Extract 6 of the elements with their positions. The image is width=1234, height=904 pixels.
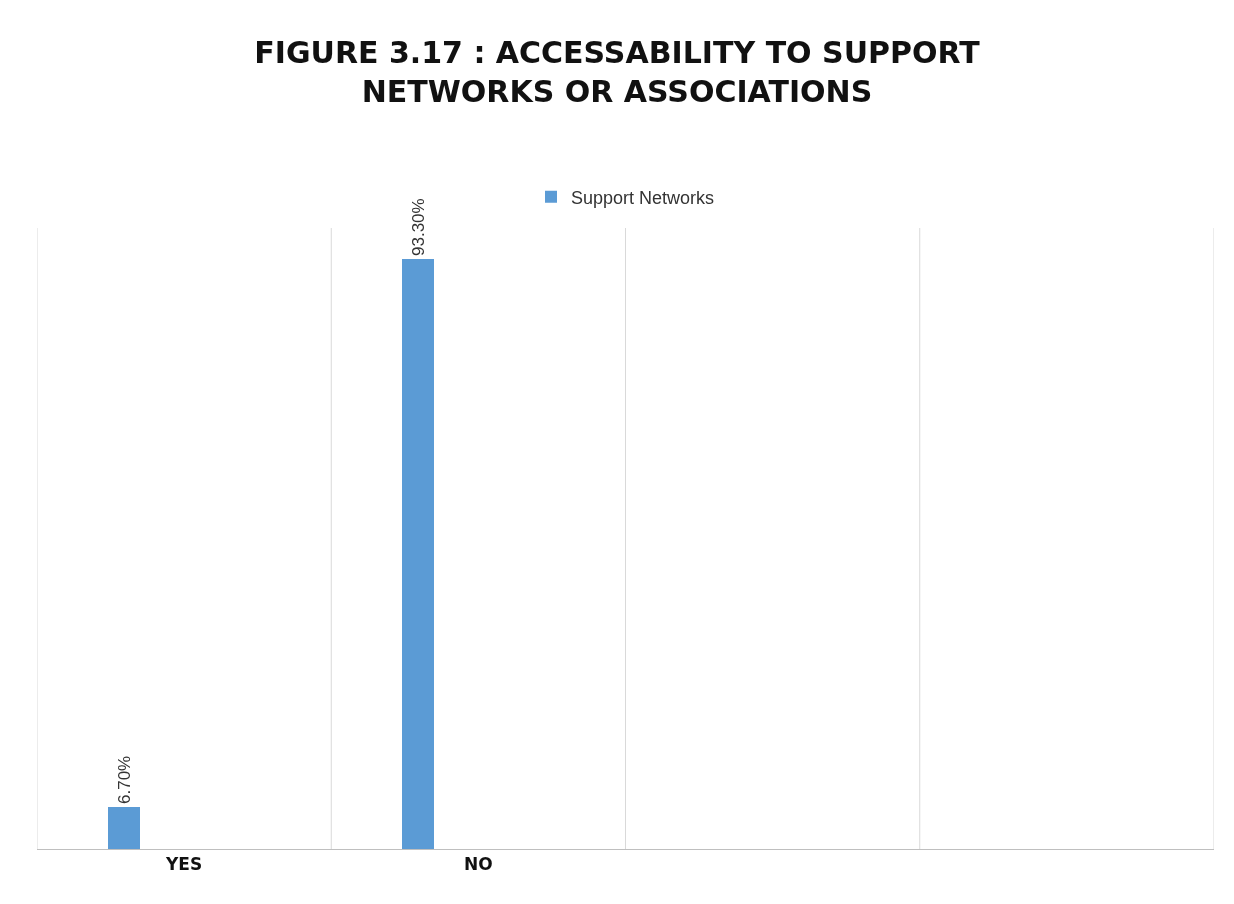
x-tick-label: YES [165,854,203,875]
data-label: 93.30% [408,198,428,256]
data-label: 6.70% [114,755,134,804]
legend-label: Support Networks [571,187,715,208]
x-tick-label: NO [464,854,493,875]
chart-title: FIGURE 3.17 : ACCESSABILITY TO SUPPORT NETWORKS OR ASSOCIATIONS [254,35,981,110]
